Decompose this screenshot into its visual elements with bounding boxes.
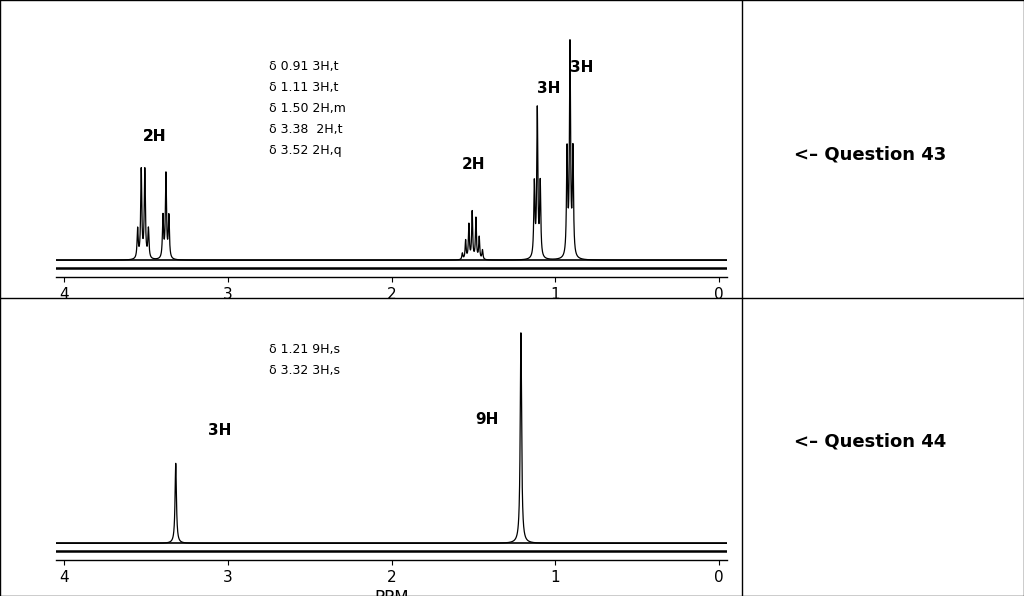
Text: <– Question 43: <– Question 43 bbox=[794, 146, 946, 164]
Text: 3H: 3H bbox=[208, 423, 231, 438]
Text: δ 0.91 3H,t
δ 1.11 3H,t
δ 1.50 2H,m
δ 3.38  2H,t
δ 3.52 2H,q: δ 0.91 3H,t δ 1.11 3H,t δ 1.50 2H,m δ 3.… bbox=[269, 60, 346, 157]
Text: <– Question 44: <– Question 44 bbox=[794, 432, 946, 450]
X-axis label: PPM: PPM bbox=[375, 306, 409, 324]
Text: 2H: 2H bbox=[142, 129, 166, 144]
Text: δ 1.21 9H,s
δ 3.32 3H,s: δ 1.21 9H,s δ 3.32 3H,s bbox=[269, 343, 340, 377]
Text: 2H: 2H bbox=[462, 157, 485, 172]
Text: 3H: 3H bbox=[570, 60, 593, 74]
Text: 3H: 3H bbox=[538, 81, 561, 96]
Text: 9H: 9H bbox=[475, 412, 499, 427]
Text: 2H: 2H bbox=[143, 129, 167, 144]
X-axis label: PPM: PPM bbox=[375, 589, 409, 596]
